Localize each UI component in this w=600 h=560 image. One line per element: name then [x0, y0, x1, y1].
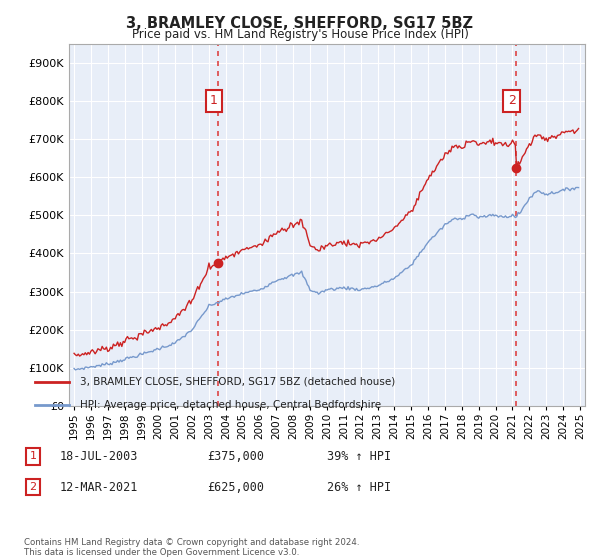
Text: 18-JUL-2003: 18-JUL-2003 — [60, 450, 139, 463]
Text: 1: 1 — [210, 95, 218, 108]
Text: 2: 2 — [508, 95, 515, 108]
Text: 39% ↑ HPI: 39% ↑ HPI — [327, 450, 391, 463]
Text: 1: 1 — [29, 451, 37, 461]
Text: 2: 2 — [29, 482, 37, 492]
Text: £625,000: £625,000 — [207, 480, 264, 494]
Text: Price paid vs. HM Land Registry's House Price Index (HPI): Price paid vs. HM Land Registry's House … — [131, 28, 469, 41]
Text: HPI: Average price, detached house, Central Bedfordshire: HPI: Average price, detached house, Cent… — [80, 400, 381, 410]
Text: £375,000: £375,000 — [207, 450, 264, 463]
Text: 3, BRAMLEY CLOSE, SHEFFORD, SG17 5BZ (detached house): 3, BRAMLEY CLOSE, SHEFFORD, SG17 5BZ (de… — [80, 376, 395, 386]
Text: 3, BRAMLEY CLOSE, SHEFFORD, SG17 5BZ: 3, BRAMLEY CLOSE, SHEFFORD, SG17 5BZ — [127, 16, 473, 31]
Text: 12-MAR-2021: 12-MAR-2021 — [60, 480, 139, 494]
Text: 26% ↑ HPI: 26% ↑ HPI — [327, 480, 391, 494]
Text: Contains HM Land Registry data © Crown copyright and database right 2024.
This d: Contains HM Land Registry data © Crown c… — [24, 538, 359, 557]
